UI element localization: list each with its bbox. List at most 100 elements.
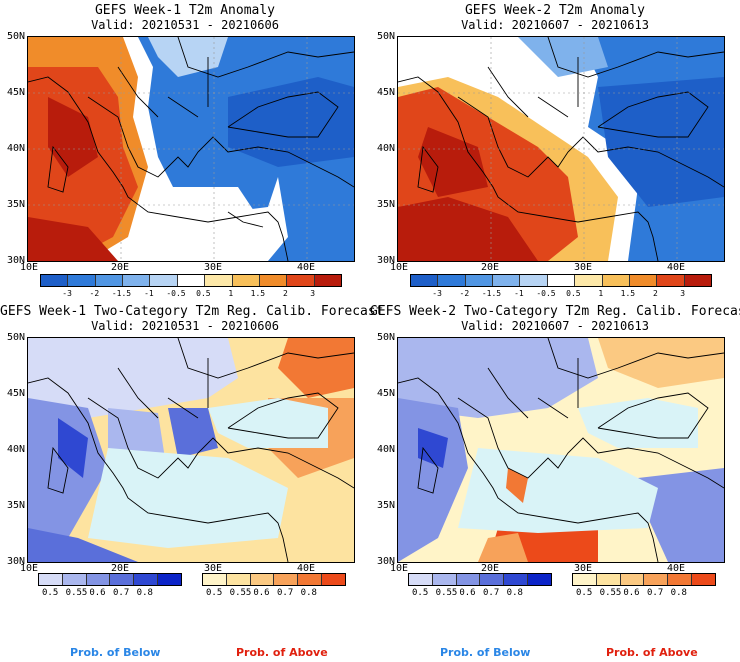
colorbar-tick-label: 2 (282, 289, 288, 298)
anomaly-map (27, 36, 355, 262)
lon-label: 40E (297, 563, 316, 574)
colorbar-tick-label: 0.8 (506, 588, 523, 598)
colorbar-segment (298, 574, 323, 585)
prob-below-label: Prob. of Below (440, 646, 531, 659)
prob-below-colorbar (408, 573, 552, 586)
colorbar-segment (480, 574, 505, 585)
colorbar-tick-label: 0.8 (300, 588, 317, 598)
anomaly-map (397, 36, 725, 262)
prob-above-colorbar (572, 573, 716, 586)
colorbar-segment (39, 574, 63, 585)
lon-label: 40E (297, 262, 316, 273)
colorbar-segment (456, 574, 481, 585)
prob-above-colorbar (202, 573, 346, 586)
colorbar-segment (547, 275, 576, 286)
colorbar-tick-label: 0.7 (483, 588, 500, 598)
colorbar-segment (274, 574, 299, 585)
colorbar-tick-label: 1.5 (620, 289, 636, 298)
lon-label: 30E (204, 563, 223, 574)
lat-label: 30N (376, 255, 395, 266)
colorbar-tick-label: 0.5 (566, 289, 581, 298)
lon-label: 20E (111, 262, 130, 273)
colorbar-segment (110, 574, 135, 585)
panel-valid-date: Valid: 20210531 - 20210606 (91, 319, 279, 333)
panel-title: GEFS Week-2 Two-Category T2m Reg. Calib.… (370, 304, 740, 319)
lat-label: 40N (6, 143, 25, 154)
colorbar-segment (411, 275, 439, 286)
colorbar-tick-label: 1 (598, 289, 604, 298)
colorbar-tick-label: 3 (680, 289, 686, 298)
colorbar-segment (68, 275, 96, 286)
colorbar-segment (150, 275, 178, 286)
colorbar-segment (432, 574, 457, 585)
panel-week2-anomaly: GEFS Week-2 T2m Anomaly Valid: 20210607 … (370, 0, 740, 310)
panel-valid-date: Valid: 20210531 - 20210606 (91, 18, 279, 32)
colorbar-tick-label: 0.5 (196, 289, 211, 298)
colorbar-segment (409, 574, 433, 585)
prob-above-label: Prob. of Above (606, 646, 698, 659)
colorbar-segment (668, 574, 693, 585)
lon-label: 20E (111, 563, 130, 574)
probability-map (27, 337, 355, 563)
colorbar-tick-label: -1 (144, 289, 154, 298)
colorbar-tick-label: 0.6 (459, 588, 476, 598)
colorbar-tick-label: 0.5 (206, 588, 223, 598)
colorbar-segment (41, 275, 69, 286)
lon-label: 30E (574, 262, 593, 273)
lon-label: 40E (667, 262, 686, 273)
colorbar-segment (203, 574, 227, 585)
lat-label: 35N (6, 500, 25, 511)
colorbar-tick-label: -1.5 (111, 289, 132, 298)
lon-label: 30E (204, 262, 223, 273)
colorbar-segment (620, 574, 645, 585)
colorbar-tick-label: 0.8 (136, 588, 153, 598)
colorbar-tick-label: 0.55 (599, 588, 622, 598)
panel-title: GEFS Week-1 T2m Anomaly (94, 3, 275, 18)
colorbar-segment (596, 574, 621, 585)
probability-map (397, 337, 725, 563)
lat-label: 35N (6, 199, 25, 210)
lat-label: 40N (376, 444, 395, 455)
panel-title: GEFS Week-2 T2m Anomaly (464, 3, 645, 18)
colorbar-segment (692, 574, 715, 585)
colorbar-segment (602, 275, 630, 286)
colorbar-segment (465, 275, 494, 286)
colorbar-segment (493, 275, 521, 286)
colorbar-tick-label: -3 (432, 289, 442, 298)
lat-label: 50N (376, 31, 395, 42)
colorbar-tick-label: -3 (62, 289, 72, 298)
colorbar-segment (629, 275, 658, 286)
colorbar-segment (575, 275, 603, 286)
colorbar-segment (520, 275, 548, 286)
lat-label: 50N (376, 332, 395, 343)
anomaly-colorbar (410, 274, 712, 287)
colorbar-tick-label: 2 (652, 289, 658, 298)
colorbar-segment (205, 275, 233, 286)
colorbar-tick-label: -0.5 (166, 289, 186, 298)
colorbar-segment (314, 275, 341, 286)
lat-label: 45N (376, 388, 395, 399)
colorbar-tick-label: 0.7 (113, 588, 130, 598)
lat-label: 30N (376, 556, 395, 567)
lon-label: 10E (390, 563, 409, 574)
lon-label: 20E (481, 563, 500, 574)
colorbar-segment (528, 574, 551, 585)
colorbar-segment (684, 275, 711, 286)
lat-label: 50N (6, 31, 25, 42)
panel-week2-probability: GEFS Week-2 Two-Category T2m Reg. Calib.… (370, 300, 740, 610)
lat-label: 45N (6, 388, 25, 399)
colorbar-segment (95, 275, 124, 286)
colorbar-segment (438, 275, 466, 286)
colorbar-segment (657, 275, 685, 286)
panel-valid-date: Valid: 20210607 - 20210613 (461, 319, 649, 333)
colorbar-tick-label: 0.8 (670, 588, 687, 598)
colorbar-tick-label: 0.5 (42, 588, 59, 598)
panel-week1-probability: GEFS Week-1 Two-Category T2m Reg. Calib.… (0, 300, 384, 610)
colorbar-segment (250, 574, 275, 585)
colorbar-segment (86, 574, 111, 585)
colorbar-tick-label: -1.5 (481, 289, 502, 298)
lon-label: 30E (574, 563, 593, 574)
colorbar-segment (573, 574, 597, 585)
lat-label: 45N (376, 87, 395, 98)
prob-below-colorbar (38, 573, 182, 586)
